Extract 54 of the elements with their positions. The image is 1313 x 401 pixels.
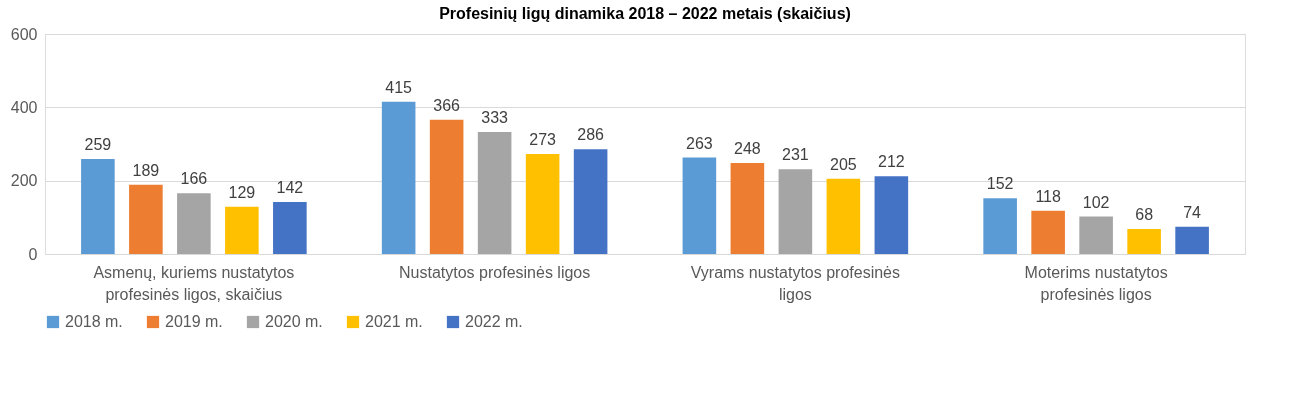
data-label: 415: [385, 78, 413, 96]
data-label: 259: [84, 136, 112, 154]
y-tick-label: 200: [10, 172, 38, 190]
data-label: 205: [830, 155, 857, 173]
bar: [429, 119, 464, 254]
legend-label: 2020 m.: [265, 313, 323, 330]
data-label: 68: [1135, 206, 1154, 224]
bar: [1031, 210, 1065, 254]
bar: [525, 153, 560, 254]
data-label: 231: [782, 146, 809, 164]
bar: [573, 149, 608, 254]
bar: [129, 184, 163, 254]
data-label: 74: [1183, 203, 1202, 221]
x-tick-label: Asmenų, kuriems nustatytos profesinės ligos, skaičius: [93, 263, 295, 303]
y-tick-label: 0: [28, 245, 38, 263]
bar: [874, 176, 909, 254]
data-label: 333: [481, 108, 509, 126]
y-tick-label: 400: [10, 98, 38, 116]
data-label: 102: [1082, 193, 1110, 211]
bar: [81, 159, 115, 254]
chart-title: Profesinių ligų dinamika 2018 – 2022 metais (skaičius): [439, 5, 851, 22]
bar: [381, 101, 416, 254]
data-label: 212: [878, 153, 905, 171]
data-label: 142: [276, 178, 304, 196]
bar: [177, 193, 211, 254]
y-tick-label: 600: [10, 25, 38, 43]
bar: [730, 163, 765, 254]
bar: [477, 131, 512, 254]
bar: [1175, 226, 1209, 254]
bar: [983, 198, 1017, 254]
legend-label: 2022 m.: [465, 313, 523, 330]
data-label: 286: [577, 126, 605, 144]
data-label: 248: [734, 140, 761, 158]
bar: [826, 178, 861, 254]
legend-label: 2018 m.: [65, 313, 123, 330]
data-label: 366: [433, 96, 461, 114]
data-label: 189: [132, 161, 160, 179]
x-tick-label: Vyrams nustatytos profesinės ligos: [690, 263, 901, 303]
x-tick-label: Nustatytos profesinės ligos: [399, 263, 591, 281]
data-label: 152: [986, 175, 1014, 193]
bar: [225, 206, 259, 254]
bar: [1079, 216, 1113, 254]
bar: [682, 157, 717, 254]
data-label: 273: [529, 130, 557, 148]
legend-label: 2019 m.: [165, 313, 223, 330]
x-tick-label: Moterims nustatytos profesinės ligos: [1024, 263, 1168, 303]
data-label: 263: [686, 134, 713, 152]
bar: [1127, 229, 1161, 254]
bar: [273, 201, 307, 254]
legend-label: 2021 m.: [365, 313, 423, 330]
data-label: 166: [180, 170, 208, 188]
data-label: 129: [228, 183, 256, 201]
data-label: 118: [1035, 187, 1061, 205]
bar: [778, 169, 813, 254]
